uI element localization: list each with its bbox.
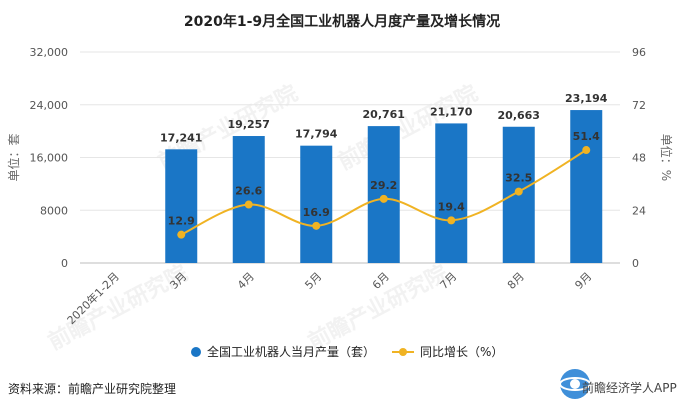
y-tick-label: 0 [61, 257, 68, 270]
growth-value-label: 32.5 [505, 172, 532, 185]
brand-logo [559, 369, 591, 399]
x-tick-label: 9月 [572, 270, 594, 292]
x-tick-label: 6月 [370, 270, 392, 292]
bar [367, 126, 400, 264]
y2-tick-label: 96 [632, 46, 646, 59]
growth-point [514, 187, 523, 196]
bar [165, 149, 198, 263]
y-tick-label: 8000 [40, 204, 68, 217]
growth-point [582, 146, 591, 155]
bar-value-label: 20,761 [363, 108, 405, 121]
x-tick-label: 3月 [167, 270, 189, 292]
growth-point [447, 216, 456, 225]
y-tick-label: 24,000 [30, 99, 69, 112]
growth-value-label: 26.6 [235, 185, 262, 198]
bar-value-label: 20,663 [498, 109, 540, 122]
growth-value-label: 51.4 [573, 130, 600, 143]
bar-value-label: 17,794 [295, 128, 338, 141]
bar [570, 110, 603, 263]
growth-value-label: 19.4 [438, 200, 465, 213]
y2-tick-label: 0 [632, 257, 639, 270]
logo-icon [559, 369, 591, 399]
legend-line-label: 同比增长（%） [420, 345, 503, 359]
y-tick-label: 16,000 [30, 152, 69, 165]
growth-point [177, 230, 186, 239]
bar-value-label: 19,257 [228, 118, 270, 131]
growth-value-label: 12.9 [168, 215, 195, 228]
x-tick-label: 2020年1-2月 [64, 269, 122, 327]
y2-tick-label: 48 [632, 152, 646, 165]
bar [300, 145, 333, 263]
growth-value-label: 16.9 [303, 206, 330, 219]
bar [435, 123, 468, 263]
y2-tick-label: 72 [632, 99, 646, 112]
x-tick-label: 8月 [505, 270, 527, 292]
brand-name: 前瞻经济学人APP [582, 381, 677, 395]
growth-value-label: 29.2 [370, 179, 397, 192]
growth-point [244, 200, 253, 209]
growth-point [312, 221, 321, 230]
x-tick-label: 4月 [235, 270, 257, 292]
y-axis-title: 单位：套 [6, 133, 21, 181]
bar [232, 136, 265, 263]
x-tick-label: 7月 [437, 270, 459, 292]
source-note: 资料来源：前瞻产业研究院整理 [8, 382, 177, 396]
chart-title: 2020年1-9月全国工业机器人月度产量及增长情况 [183, 14, 501, 30]
growth-point [379, 194, 388, 203]
y-tick-label: 32,000 [30, 46, 69, 59]
legend-bar-label: 全国工业机器人当月产量（套） [207, 344, 375, 359]
x-tick-label: 5月 [302, 270, 324, 292]
bar-value-label: 21,170 [430, 105, 473, 118]
legend-line-dot [399, 348, 407, 356]
y2-tick-label: 24 [632, 204, 646, 217]
legend-bar-marker [191, 347, 201, 357]
bar-value-label: 17,241 [160, 131, 202, 144]
bar-value-label: 23,194 [565, 92, 608, 105]
y2-axis-title: 单位：% [659, 134, 674, 181]
